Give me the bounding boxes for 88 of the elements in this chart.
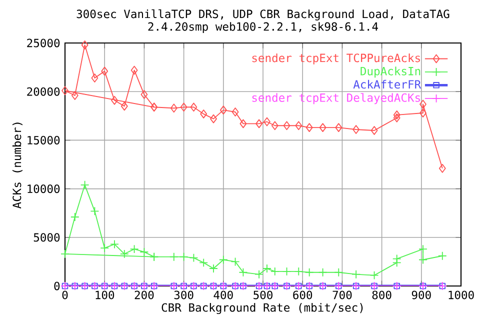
point (70, 212, 80, 222)
x-tick-label: 900 (412, 290, 431, 300)
x-tick-label: 700 (332, 290, 352, 300)
point (111, 96, 118, 105)
point (420, 100, 426, 109)
chart-title: 300sec VanillaTCP DRS, UDP CBR Background Load, DataTAG (76, 9, 450, 20)
point (352, 270, 361, 279)
point (90, 206, 100, 216)
point (254, 270, 264, 279)
point (130, 66, 138, 75)
point (180, 102, 188, 112)
point (140, 248, 149, 256)
point (101, 66, 108, 76)
x-tick-label: 200 (134, 290, 154, 300)
point (238, 268, 248, 277)
y-tick-label: 15000 (28, 136, 60, 144)
legend-label: sender tcpExt DelayedACKs (252, 93, 420, 104)
point (200, 110, 208, 118)
point (392, 254, 402, 264)
point (71, 91, 78, 100)
y-tick-label: 0 (54, 282, 60, 290)
point (393, 113, 400, 122)
point (283, 121, 290, 130)
y-tick-label: 20000 (27, 87, 60, 96)
point (304, 268, 314, 277)
point (190, 102, 198, 112)
point (81, 40, 88, 50)
x-tick-label: 0 (62, 290, 68, 300)
point (418, 244, 428, 254)
point (110, 240, 119, 249)
legend-label: sender tcpExt TCPPureAcks (252, 53, 420, 64)
point (335, 123, 342, 132)
point (420, 108, 426, 118)
point (264, 117, 270, 126)
point (318, 268, 328, 277)
point (120, 249, 129, 258)
point (169, 252, 178, 262)
point (418, 255, 428, 264)
chart-subtitle: 2.4.20smp web100-2.2.1, sk98-6.1.4 (148, 22, 378, 33)
point (306, 123, 313, 132)
point (271, 121, 278, 130)
point (170, 104, 178, 113)
point (295, 121, 302, 130)
point (140, 90, 148, 99)
point (370, 126, 378, 135)
point (100, 244, 110, 253)
point (282, 266, 292, 276)
point (210, 114, 217, 124)
legend-label: DupAcksIn (360, 66, 420, 78)
point (120, 102, 128, 111)
point (262, 264, 272, 273)
x-tick-label: 100 (96, 290, 114, 300)
legend-label: AckAfterFR (353, 80, 422, 89)
y-axis-title: ACKs (number) (12, 122, 22, 208)
point (62, 86, 68, 96)
x-tick-label: 1000 (448, 290, 474, 300)
x-tick-label: 400 (214, 290, 233, 300)
point (60, 249, 70, 258)
x-axis-title: CBR Background Rate (mbit/sec) (162, 303, 363, 314)
point (256, 119, 262, 128)
x-tick-label: 500 (254, 290, 272, 300)
point (294, 266, 304, 276)
point (240, 119, 247, 128)
point (80, 180, 90, 190)
point (232, 108, 239, 116)
point (370, 270, 379, 280)
point (319, 123, 326, 132)
point (230, 257, 240, 266)
point (199, 258, 208, 268)
point (218, 255, 228, 264)
point (352, 125, 360, 134)
point (438, 164, 446, 173)
point (209, 264, 218, 273)
x-tick-label: 300 (174, 290, 194, 300)
y-tick-label: 5000 (34, 233, 60, 242)
point (130, 244, 139, 254)
y-tick-label: 25000 (27, 38, 60, 48)
point (189, 253, 198, 262)
point (220, 106, 227, 115)
x-tick-label: 600 (293, 290, 312, 300)
x-tick-label: 800 (372, 290, 392, 300)
y-tick-label: 10000 (28, 184, 60, 194)
point (334, 268, 344, 277)
point (91, 74, 98, 82)
point (270, 266, 280, 276)
point (393, 110, 400, 120)
point (438, 251, 447, 260)
point (179, 252, 188, 262)
